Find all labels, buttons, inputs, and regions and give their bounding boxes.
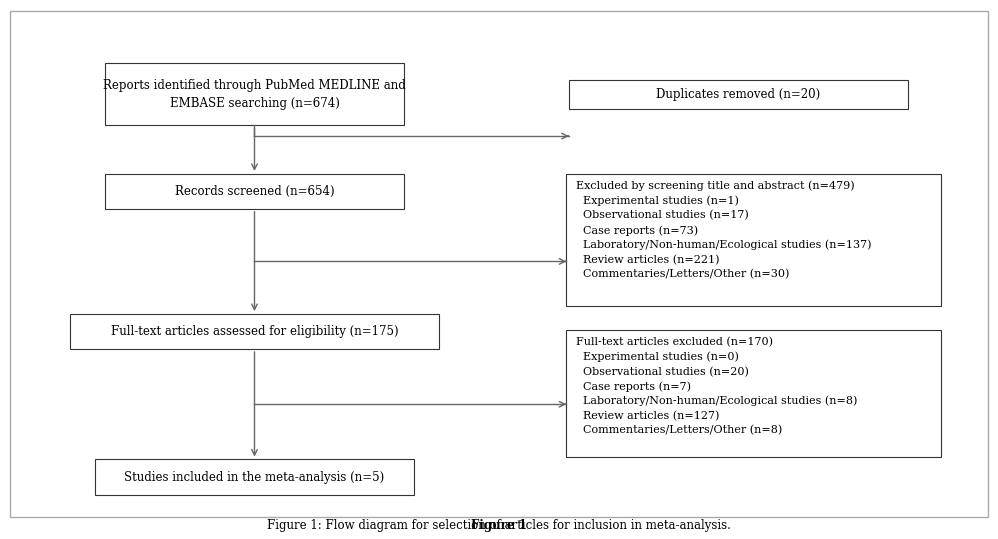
FancyBboxPatch shape — [105, 174, 404, 209]
FancyBboxPatch shape — [567, 330, 940, 457]
FancyBboxPatch shape — [569, 79, 908, 109]
Text: Figure 1: Flow diagram for selection of articles for inclusion in meta-analysis.: Figure 1: Flow diagram for selection of … — [267, 519, 731, 532]
FancyBboxPatch shape — [105, 64, 404, 125]
Text: Full-text articles assessed for eligibility (n=175): Full-text articles assessed for eligibil… — [111, 325, 398, 338]
Text: Duplicates removed (n=20): Duplicates removed (n=20) — [657, 88, 820, 101]
Text: Reports identified through PubMed MEDLINE and
EMBASE searching (n=674): Reports identified through PubMed MEDLIN… — [103, 79, 406, 110]
Text: Excluded by screening title and abstract (n=479)
  Experimental studies (n=1)
  : Excluded by screening title and abstract… — [577, 181, 872, 279]
Text: Records screened (n=654): Records screened (n=654) — [175, 185, 334, 198]
Text: Studies included in the meta-analysis (n=5): Studies included in the meta-analysis (n… — [125, 471, 384, 483]
FancyBboxPatch shape — [95, 459, 414, 495]
Text: Full-text articles excluded (n=170)
  Experimental studies (n=0)
  Observational: Full-text articles excluded (n=170) Expe… — [577, 337, 857, 436]
FancyBboxPatch shape — [567, 174, 940, 306]
Text: Figure 1: Figure 1 — [471, 519, 527, 532]
FancyBboxPatch shape — [70, 314, 439, 349]
Text: Figure 1: Flow diagram for selection of articles for inclusion in meta-analysis.: Figure 1: Flow diagram for selection of … — [267, 519, 731, 532]
